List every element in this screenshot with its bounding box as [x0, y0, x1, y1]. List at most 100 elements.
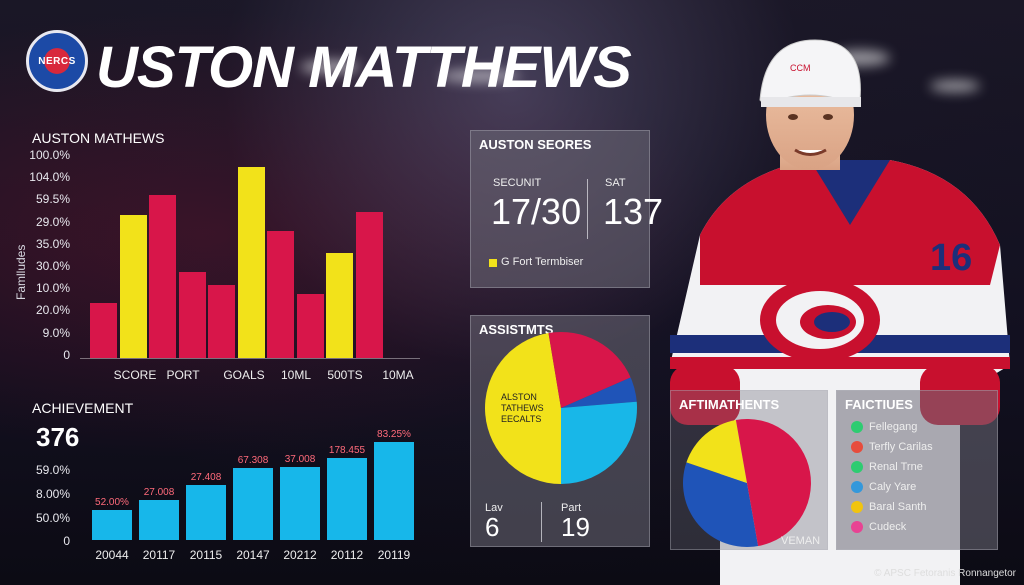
instagram-icon: [851, 521, 863, 533]
chart1-ytick: 20.0%: [35, 303, 70, 318]
scores-right-value: 137: [603, 191, 664, 232]
pie-slice: [686, 419, 747, 483]
chart1-ytick: 35.0%: [35, 236, 70, 251]
chart1-category: GOALS: [223, 368, 265, 382]
chart2-bar: [374, 442, 414, 540]
facitues-row-label: Cudeck: [869, 521, 907, 533]
scores-legend-swatch: [489, 259, 497, 267]
chart2-bar: [139, 500, 179, 540]
chart2-value-label: 83.25%: [377, 429, 411, 440]
chart1-bar: [237, 167, 265, 358]
chart2-category: 20212: [283, 548, 317, 562]
chart2-bar: [186, 485, 226, 540]
assists-right-label: Part: [561, 502, 582, 514]
chart2-bar: [233, 468, 273, 540]
chart2-category: 20044: [95, 548, 129, 562]
chart1-ytick: 10.0%: [35, 281, 70, 296]
photo-credit: © APSC Fetoranis Ronnangetor: [874, 568, 1016, 579]
assists-pie-label-3: EECALTS: [501, 414, 542, 424]
scores-title: AUSTON SEORES: [479, 137, 592, 152]
facitues-panel: FAICTIUES Fellegang Terfly Carilas Renal T…: [836, 390, 998, 550]
facitues-row: Baral Santh: [851, 501, 926, 513]
chart1-ytick: 104.0%: [29, 170, 70, 185]
chart2-category: 20112: [330, 548, 364, 562]
chart1-category: SCORE: [113, 368, 157, 382]
chart1-bar: [208, 285, 235, 358]
chart2-bar: [92, 510, 132, 540]
chart2-value-label: 27.008: [143, 487, 175, 498]
flag-icon: [851, 441, 863, 453]
chart1-bar: [355, 212, 383, 358]
chart2-ytick: 0: [63, 534, 70, 548]
chart2-big-value: 376: [36, 422, 80, 452]
pie-slice: [683, 462, 759, 547]
chart2-value-label: 27.408: [190, 472, 222, 483]
page-title: USTON MATTHEWS: [96, 35, 632, 100]
pie-slice: [735, 419, 811, 547]
chart1-category: 10ML: [280, 368, 312, 382]
facitues-title: FAICTIUES: [845, 397, 913, 412]
facitues-row-label: Renal Trne: [869, 461, 923, 473]
chart1-category: 500TS: [327, 368, 363, 382]
chart2-category: 20117: [142, 548, 176, 562]
scores-right-label: SAT: [605, 177, 626, 189]
chart1-ytick: 0: [63, 347, 70, 362]
facebook-icon: [851, 461, 863, 473]
chart2-ytick: 50.0%: [35, 511, 70, 525]
assists-left-label: Lav: [485, 502, 503, 514]
chart2-bar: [327, 458, 367, 540]
assists-pie-label-2: TATHEWS: [501, 403, 544, 413]
facitues-row: Terfly Carilas: [851, 441, 933, 453]
assists-pie-label-1: ALSTON: [501, 392, 537, 402]
chart1-ytick: 100.0%: [29, 148, 70, 162]
arena-light: [930, 80, 980, 92]
chart2-bar: [280, 467, 320, 540]
svg-text:CCM: CCM: [790, 63, 811, 73]
facitues-row-label: Baral Santh: [869, 501, 927, 513]
facitues-row-label: Terfly Carilas: [869, 441, 933, 453]
chart1-ytick: 9.0%: [42, 325, 70, 340]
aftimathents-pie: [683, 419, 811, 547]
chart1-ytick: 30.0%: [35, 259, 70, 273]
facitues-row: Renal Trne: [851, 461, 923, 473]
aftimathents-panel: AFTIMATHENTS VEMAN: [670, 390, 828, 550]
chart1-title: AUSTON MATHEWS: [32, 130, 165, 146]
flag-icon: [851, 481, 863, 493]
chart2-title: ACHIEVEMENT: [32, 400, 134, 416]
aftimathents-title: AFTIMATHENTS: [679, 397, 780, 412]
arena-light: [300, 60, 360, 74]
pie-slice: [561, 401, 637, 484]
scores-legend-label: G Fort Termbiser: [501, 256, 584, 268]
facitues-row-label: Fellegang: [869, 421, 918, 433]
assists-title: ASSISTMTS: [479, 322, 554, 337]
chart1-ytick: 59.5%: [35, 192, 70, 207]
pie-slice: [548, 332, 631, 408]
assists-divider: [541, 502, 542, 542]
arena-light: [440, 70, 520, 82]
chart1-baseline: [80, 358, 420, 359]
assists-left-value: 6: [485, 512, 500, 542]
chart2-ytick: 59.0%: [35, 463, 70, 477]
aftimathents-footer: VEMAN: [781, 535, 821, 547]
scores-left-value: 17/30: [491, 191, 582, 232]
chart1-bar: [296, 294, 324, 358]
chart2-value-label: 178.455: [328, 445, 366, 456]
chart1-bar: [90, 303, 117, 358]
chart1-bar: [149, 195, 176, 358]
logo-text: NERCS: [38, 55, 76, 67]
chart2-category: 20119: [377, 548, 411, 562]
assists-right-value: 19: [561, 512, 590, 542]
chart1-bar: [119, 215, 147, 358]
dot-icon: [851, 501, 863, 513]
assists-pie: [484, 332, 637, 484]
facitues-row: Caly Yare: [851, 481, 916, 493]
pie-slice: [561, 377, 637, 408]
scores-left-label: SECUNIT: [493, 177, 542, 189]
facitues-row: Cudeck: [851, 521, 906, 533]
chart2-ytick: 8.00%: [35, 487, 70, 501]
chart1-bar: [267, 231, 294, 358]
chart2-category: 20115: [189, 548, 223, 562]
facitues-row: Fellegang: [851, 421, 917, 433]
pie-slice: [484, 333, 561, 484]
chart2-value-label: 37.008: [284, 454, 316, 465]
